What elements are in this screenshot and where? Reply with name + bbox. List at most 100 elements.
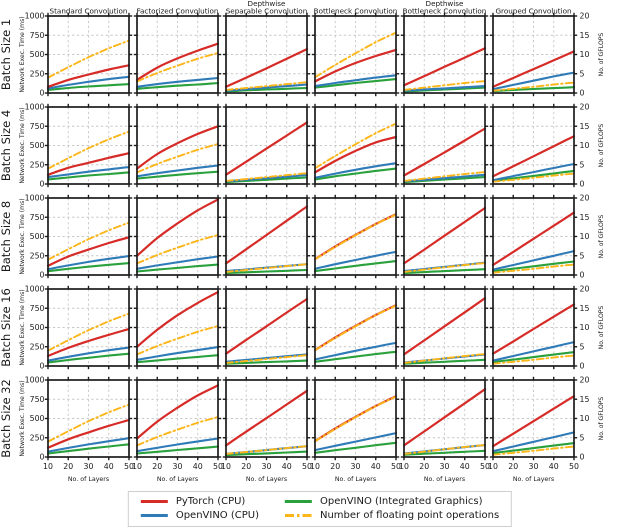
openvino-igpu-line xyxy=(313,441,398,454)
openvino-cpu-line xyxy=(491,431,576,453)
x-tick-label: 50 xyxy=(480,462,490,471)
openvino-cpu-line xyxy=(135,346,220,361)
x-axis-label: No. of Layers xyxy=(246,476,287,483)
x-tick-label: 30 xyxy=(440,462,450,471)
x-tick-label: 20 xyxy=(508,462,518,471)
pytorch-cpu-line xyxy=(135,384,220,440)
openvino-igpu-line xyxy=(402,268,487,275)
legend: PyTorch (CPU) OpenVINO (Integrated Graph… xyxy=(127,491,513,527)
y-tick-label-right: 5 xyxy=(580,160,585,169)
gflops-line xyxy=(314,31,397,79)
gflops-line xyxy=(47,39,130,79)
legend-label: OpenVINO (CPU) xyxy=(175,510,259,521)
openvino-cpu-line xyxy=(224,174,309,183)
y-tick-label-right: 20 xyxy=(580,103,590,112)
y-tick-label-right: 15 xyxy=(580,213,590,222)
x-tick-label: 50 xyxy=(569,462,579,471)
y-tick-label-left: 0 xyxy=(40,362,45,371)
y-tick-label-right: 10 xyxy=(580,323,590,332)
y-tick-label-left: 1000 xyxy=(25,103,45,112)
openvino-igpu-line xyxy=(135,263,220,273)
openvino-cpu-line-swatch xyxy=(140,514,168,517)
x-tick-label: 50 xyxy=(213,462,223,471)
y-tick-label-left: 500 xyxy=(30,50,45,59)
x-tick-label: 20 xyxy=(63,462,73,471)
legend-item-pytorch-cpu: PyTorch (CPU) xyxy=(140,496,259,507)
openvino-cpu-line xyxy=(135,164,220,178)
openvino-igpu-line xyxy=(135,170,220,180)
openvino-cpu-line xyxy=(46,346,131,362)
gflops-line xyxy=(225,445,308,455)
openvino-igpu-line xyxy=(313,260,398,273)
legend-label: OpenVINO (Integrated Graphics) xyxy=(319,496,483,507)
gflops-line xyxy=(225,263,308,273)
openvino-igpu-line xyxy=(224,450,309,457)
gflops-line xyxy=(136,143,219,174)
openvino-cpu-line xyxy=(313,74,398,88)
pytorch-cpu-line xyxy=(135,291,220,348)
y-tick-label-left: 750 xyxy=(30,213,45,222)
pytorch-cpu-line xyxy=(46,152,131,176)
pytorch-cpu-line xyxy=(224,48,309,88)
gflops-line-swatch xyxy=(284,514,312,517)
gflops-line xyxy=(314,122,397,170)
openvino-igpu-line xyxy=(313,78,398,89)
pytorch-cpu-line xyxy=(135,198,220,257)
x-tick-label: 20 xyxy=(419,462,429,471)
openvino-cpu-line xyxy=(313,162,398,179)
y-tick-label-right: 20 xyxy=(580,285,590,294)
gflops-line xyxy=(492,445,575,456)
openvino-cpu-line xyxy=(491,162,576,182)
openvino-igpu-line xyxy=(491,86,576,93)
y-tick-label-left: 0 xyxy=(40,271,45,280)
y-tick-label-left: 1000 xyxy=(25,285,45,294)
y-axis-label-left: Network Exec. Time (ms) xyxy=(19,198,26,274)
x-tick-label: 10 xyxy=(221,462,231,471)
y-tick-label-left: 250 xyxy=(30,160,45,169)
y-tick-label-left: 750 xyxy=(30,31,45,40)
pytorch-cpu-line xyxy=(46,418,131,449)
openvino-igpu-line xyxy=(402,449,487,456)
openvino-cpu-line xyxy=(402,85,487,92)
openvino-igpu-line xyxy=(135,445,220,455)
pytorch-cpu-line xyxy=(402,127,487,177)
x-tick-label: 40 xyxy=(193,462,203,471)
y-tick-label-left: 250 xyxy=(30,342,45,351)
x-axis-label: No. of Layers xyxy=(68,476,109,483)
x-axis-label: No. of Layers xyxy=(157,476,198,483)
openvino-cpu-line xyxy=(313,432,398,452)
x-tick-label: 40 xyxy=(460,462,470,471)
legend-item-gflops: Number of floating point operations xyxy=(284,510,499,521)
gflops-line xyxy=(225,81,308,91)
openvino-igpu-line xyxy=(224,359,309,365)
x-tick-label: 30 xyxy=(351,462,361,471)
openvino-igpu-line xyxy=(46,352,131,364)
y-axis-label-right: No. of GFLOPS xyxy=(598,397,605,441)
openvino-cpu-line xyxy=(135,437,220,453)
gflops-line xyxy=(47,130,130,170)
x-tick-label: 40 xyxy=(371,462,381,471)
pytorch-cpu-line xyxy=(402,47,487,87)
openvino-igpu-line-swatch xyxy=(284,500,312,503)
pytorch-cpu-line xyxy=(46,236,131,267)
gflops-line xyxy=(47,403,130,443)
x-tick-label: 30 xyxy=(84,462,94,471)
x-tick-label: 50 xyxy=(302,462,312,471)
subplot-title: Factorized Convolution xyxy=(137,7,219,16)
pytorch-cpu-line xyxy=(491,135,576,178)
openvino-igpu-line xyxy=(135,354,220,364)
pytorch-cpu-line xyxy=(402,388,487,447)
pytorch-cpu-line-swatch xyxy=(140,500,168,503)
openvino-cpu-line xyxy=(402,173,487,183)
openvino-igpu-line xyxy=(224,268,309,275)
gflops-line xyxy=(403,353,486,364)
row-label: Batch Size 8 xyxy=(0,201,13,272)
openvino-cpu-line xyxy=(313,250,398,270)
subplot-title: Separable Convolution xyxy=(226,7,308,16)
y-tick-label-left: 750 xyxy=(30,304,45,313)
x-tick-label: 40 xyxy=(549,462,559,471)
y-tick-label-right: 10 xyxy=(580,50,590,59)
pytorch-cpu-line xyxy=(491,303,576,355)
gflops-line xyxy=(403,80,486,91)
y-tick-label-right: 0 xyxy=(580,362,585,371)
